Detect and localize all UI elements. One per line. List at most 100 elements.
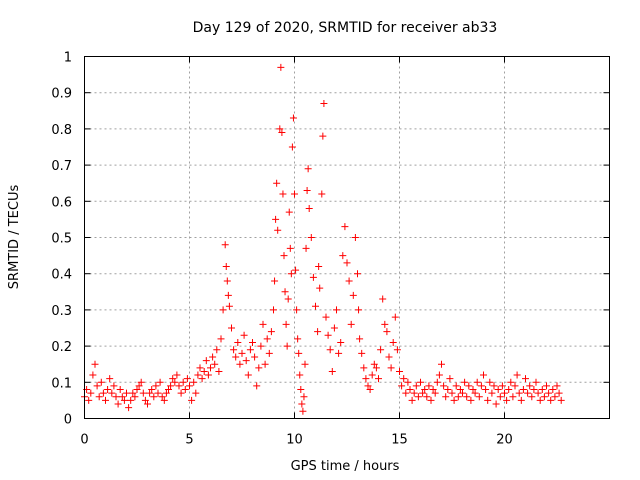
data-point (379, 295, 387, 303)
data-point (110, 382, 118, 390)
data-point (316, 284, 324, 292)
data-point (475, 393, 483, 401)
data-point (505, 386, 513, 394)
data-point (97, 378, 105, 386)
data-point (421, 386, 429, 394)
x-axis-label: GPS time / hours (291, 459, 400, 474)
data-point (217, 335, 225, 343)
data-point (204, 371, 212, 379)
data-point (540, 393, 548, 401)
data-point (417, 378, 424, 386)
data-point (177, 389, 185, 397)
data-point (116, 386, 124, 394)
data-point (307, 234, 315, 241)
data-point (283, 342, 291, 350)
data-point (302, 244, 310, 252)
data-point (312, 302, 319, 310)
data-point (255, 364, 263, 372)
data-point (162, 389, 170, 397)
data-point (87, 389, 95, 397)
data-point (330, 324, 338, 332)
data-point (333, 306, 340, 314)
data-point (304, 165, 312, 173)
data-point (362, 375, 370, 383)
data-point (532, 378, 540, 386)
data-point (167, 382, 175, 390)
data-point (549, 386, 557, 394)
data-point (326, 346, 334, 354)
data-point (400, 375, 408, 383)
data-point (305, 205, 313, 213)
data-point (114, 400, 122, 408)
y-tick-label: 0 (64, 413, 72, 428)
data-point (383, 328, 391, 336)
chart-title: Day 129 of 2020, SRMTID for receiver ab3… (193, 20, 498, 36)
data-point (297, 386, 305, 394)
grid (84, 56, 610, 419)
data-point (335, 349, 343, 357)
data-point (370, 360, 378, 368)
data-point (276, 125, 284, 133)
data-point (234, 338, 242, 346)
data-point (137, 378, 145, 386)
data-point (494, 386, 502, 394)
data-point (238, 349, 246, 357)
data-point (95, 393, 103, 401)
data-point (213, 346, 221, 354)
data-point (295, 349, 303, 357)
data-point (246, 346, 254, 354)
data-point (412, 382, 420, 390)
data-point (131, 393, 139, 401)
y-tick-label: 0.6 (51, 195, 72, 210)
data-point (319, 132, 327, 140)
data-point (536, 396, 544, 404)
data-point (456, 386, 464, 394)
data-point (498, 382, 506, 390)
data-point (364, 382, 372, 390)
data-point (251, 353, 259, 361)
data-point (175, 382, 183, 390)
data-point (492, 400, 500, 408)
data-point (152, 382, 160, 390)
data-point (192, 389, 200, 397)
data-point (404, 378, 412, 386)
data-point (513, 371, 521, 379)
data-point (160, 396, 168, 404)
data-point (459, 389, 466, 397)
data-point (232, 353, 240, 361)
data-point (522, 375, 529, 383)
data-point (393, 346, 401, 354)
data-point (222, 262, 230, 270)
x-tick-label: 10 (286, 433, 303, 448)
data-point (286, 244, 294, 252)
data-point (265, 349, 273, 357)
data-point (211, 360, 219, 368)
data-point (99, 389, 107, 397)
data-point (91, 360, 99, 368)
plot-frame (84, 56, 610, 419)
data-point (173, 371, 181, 379)
data-point (198, 375, 206, 383)
data-point (279, 190, 287, 198)
data-point (156, 378, 164, 386)
data-point (219, 306, 227, 314)
y-tick-label: 0.5 (51, 232, 72, 247)
data-point (408, 396, 416, 404)
data-point (517, 396, 525, 404)
data-point (293, 306, 301, 314)
data-point (263, 335, 271, 343)
data-point (444, 386, 452, 394)
data-point (158, 393, 166, 401)
data-point (343, 259, 351, 267)
data-point (433, 378, 441, 386)
data-point (282, 320, 290, 328)
data-point (271, 277, 279, 285)
data-point (294, 335, 302, 343)
data-point (519, 386, 527, 394)
data-point (528, 393, 536, 401)
data-point (207, 364, 214, 372)
data-point (511, 382, 519, 390)
data-point (553, 382, 561, 390)
data-point (501, 389, 508, 397)
data-point (127, 396, 135, 404)
